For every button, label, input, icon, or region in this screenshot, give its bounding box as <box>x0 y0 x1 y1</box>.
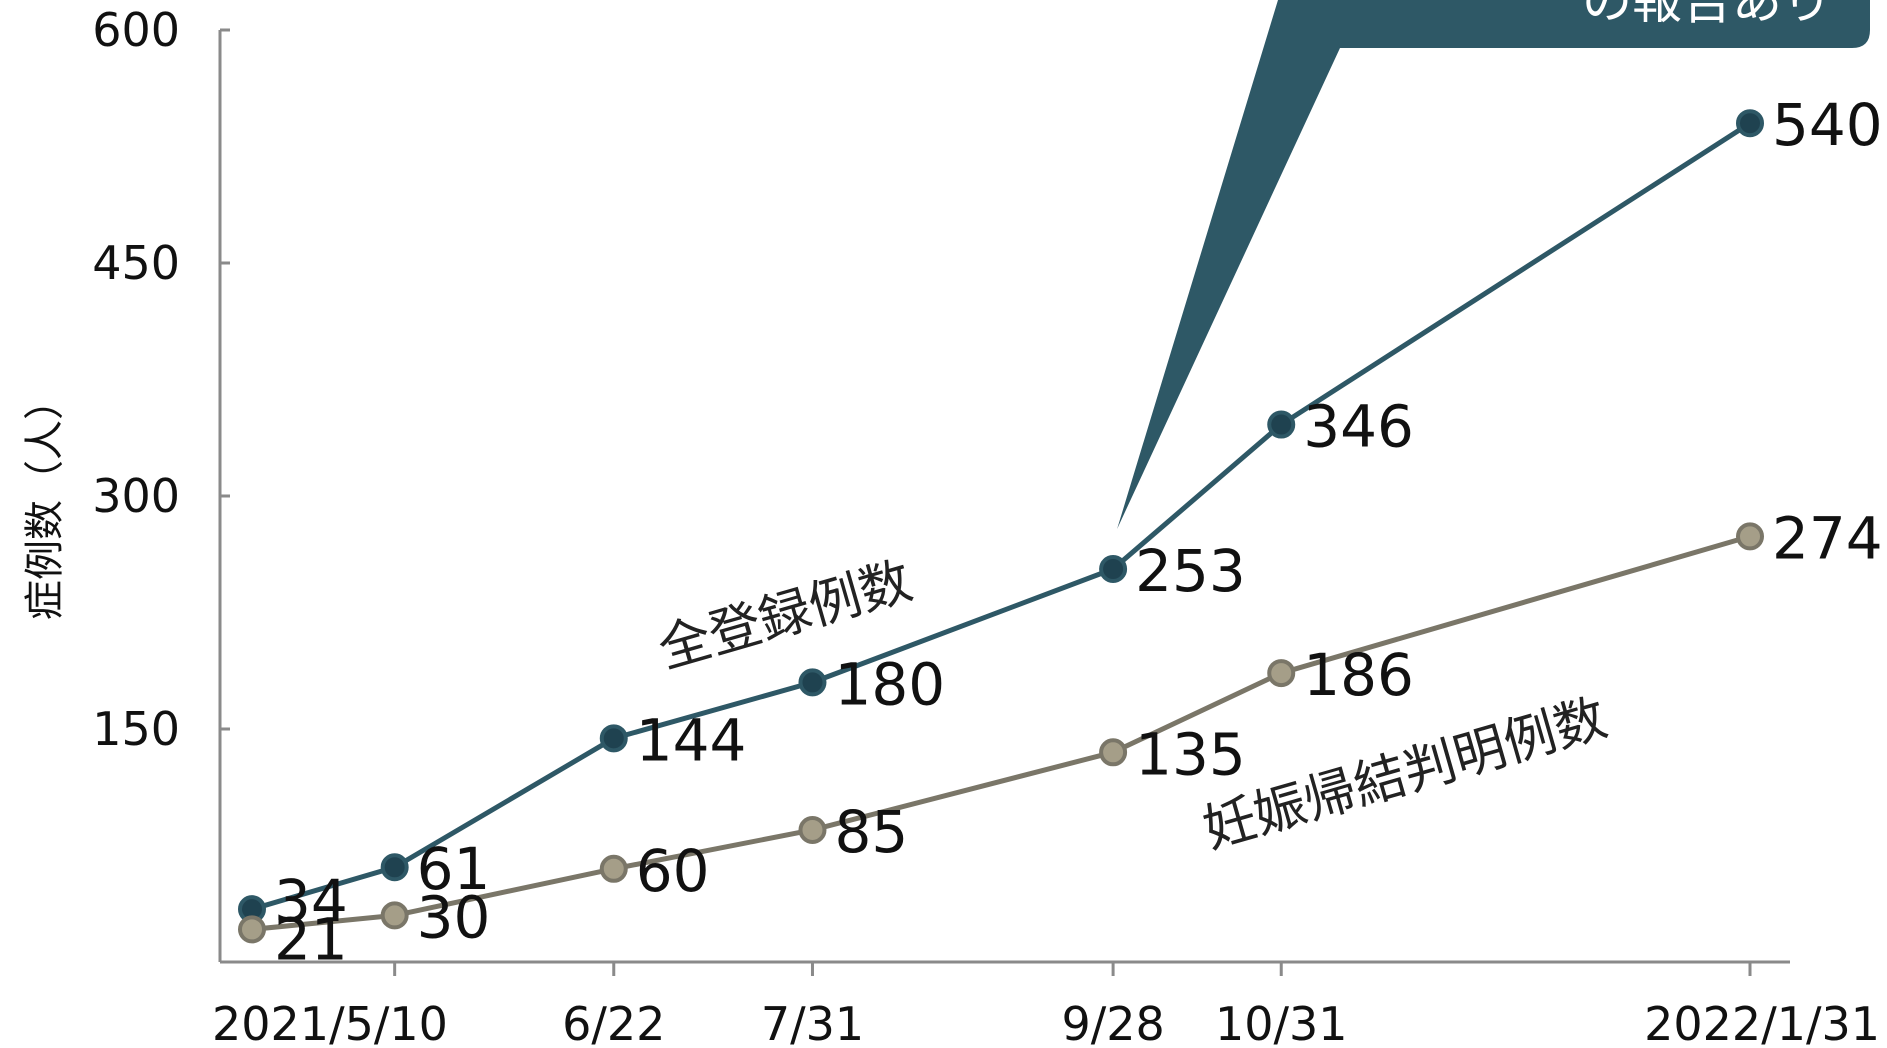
data-label: 30 <box>417 883 491 951</box>
axes <box>218 30 1790 964</box>
data-label: 60 <box>636 837 710 905</box>
x-tick-label: 7/31 <box>761 997 864 1048</box>
data-label: 274 <box>1772 504 1883 572</box>
data-point <box>798 815 827 844</box>
data-labels: 34 61 144 180 253 346 540 21 30 60 85 135 186 274 <box>274 91 1883 973</box>
data-label: 186 <box>1303 641 1414 709</box>
series-line <box>251 121 1752 912</box>
x-ticks: 2021/5/10 6/22 7/31 9/28 10/31 2022/1/31 <box>212 962 1880 1048</box>
y-ticks: 150 300 450 600 <box>92 3 230 756</box>
y-tick-label: 300 <box>92 469 180 523</box>
y-tick-label: 600 <box>92 3 180 57</box>
x-tick-label: 9/28 <box>1061 997 1164 1048</box>
data-point <box>798 668 827 697</box>
data-point <box>1099 738 1128 767</box>
data-point <box>1267 659 1296 688</box>
y-axis-label: 症例数（人） <box>22 380 68 620</box>
data-point <box>599 724 628 753</box>
data-label: 540 <box>1772 91 1883 159</box>
data-label: 34 <box>274 867 348 935</box>
x-tick-label: 2022/1/31 <box>1644 997 1880 1048</box>
x-tick-label: 10/31 <box>1215 997 1348 1048</box>
data-label: 253 <box>1135 537 1246 605</box>
series-layer <box>238 109 1764 944</box>
data-label: 144 <box>636 706 747 774</box>
series-label-pregnancy-outcome: 妊娠帰結判明例数 <box>1197 688 1613 860</box>
x-tick-label: 2021/5/10 <box>212 997 448 1048</box>
callout: の報告あり <box>1117 0 1870 530</box>
data-label: 135 <box>1135 720 1246 788</box>
data-point <box>380 853 409 882</box>
y-tick-label: 450 <box>92 236 180 290</box>
data-label: 85 <box>834 798 908 866</box>
x-tick-label: 6/22 <box>562 997 665 1048</box>
callout-bubble <box>1117 0 1870 530</box>
data-label: 61 <box>417 835 491 903</box>
data-point <box>1736 522 1764 551</box>
data-point <box>1099 555 1128 584</box>
data-label: 346 <box>1303 393 1414 461</box>
data-point <box>380 901 409 930</box>
data-label: 21 <box>274 905 348 973</box>
data-point <box>599 854 628 883</box>
data-point <box>238 915 266 944</box>
callout-text: の報告あり <box>1582 0 1832 30</box>
data-point <box>1267 410 1296 439</box>
data-point <box>1736 109 1764 138</box>
y-tick-label: 150 <box>92 702 180 756</box>
data-label: 180 <box>834 650 945 718</box>
